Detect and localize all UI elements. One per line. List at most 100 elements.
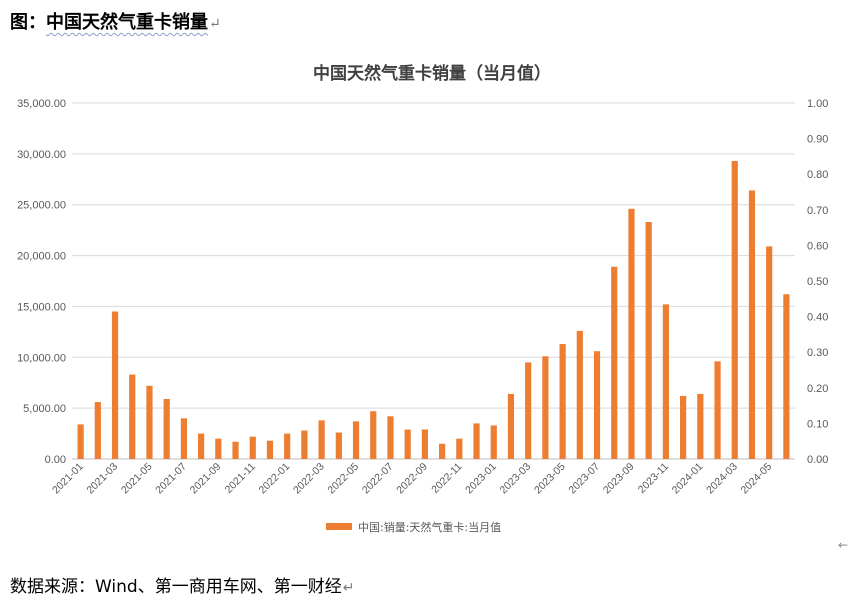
source-text: 数据来源：Wind、第一商用车网、第一财经 bbox=[10, 577, 342, 597]
x-axis-tick-label: 2021-03 bbox=[84, 461, 120, 497]
bar bbox=[404, 429, 411, 459]
right-axis-tick-label: 0.90 bbox=[807, 134, 828, 146]
left-axis-tick-label: 35,000.00 bbox=[17, 98, 66, 110]
bar bbox=[387, 416, 394, 459]
bar bbox=[421, 429, 428, 459]
bar bbox=[525, 362, 532, 459]
bar bbox=[662, 304, 669, 459]
bar bbox=[352, 421, 360, 459]
bar bbox=[559, 344, 566, 459]
bar bbox=[232, 441, 239, 459]
right-axis-tick-label: 0.10 bbox=[807, 418, 828, 430]
bar-chart: 中国天然气重卡销量（当月值） 0.00 5,000.00 10,000.00 15,0… bbox=[17, 63, 828, 534]
bar bbox=[576, 330, 583, 459]
heading-text: 中国天然气重卡销量 bbox=[46, 12, 208, 33]
left-axis-tick-label: 30,000.00 bbox=[17, 149, 66, 161]
bar bbox=[439, 443, 446, 459]
legend-swatch bbox=[326, 523, 352, 530]
bar bbox=[318, 420, 325, 459]
bar bbox=[198, 433, 205, 459]
return-mark-icon: ↵ bbox=[342, 580, 355, 596]
right-axis-tick-label: 0.40 bbox=[807, 312, 828, 324]
stray-arrow-icon: ← bbox=[838, 538, 849, 552]
bar bbox=[490, 425, 497, 459]
bar bbox=[146, 385, 153, 459]
x-axis-tick-label: 2021-07 bbox=[153, 461, 189, 497]
chart-container: 中国天然气重卡销量（当月值） 0.00 5,000.00 10,000.00 15,0… bbox=[0, 40, 850, 560]
bar bbox=[163, 398, 170, 459]
bar bbox=[593, 351, 601, 459]
x-axis-tick-label: 2021-09 bbox=[188, 461, 224, 497]
left-axis-tick-label: 20,000.00 bbox=[17, 251, 66, 263]
bar bbox=[542, 356, 549, 459]
left-axis-tick-label: 15,000.00 bbox=[17, 301, 66, 313]
bar bbox=[284, 433, 291, 459]
bar bbox=[180, 418, 187, 459]
x-axis-tick-label: 2023-01 bbox=[463, 461, 499, 497]
bar bbox=[766, 246, 773, 459]
right-axis-tick-label: 0.30 bbox=[807, 347, 828, 359]
right-axis-tick-label: 0.60 bbox=[807, 240, 828, 252]
bar bbox=[266, 440, 274, 459]
x-axis-tick-label: 2022-03 bbox=[291, 461, 327, 497]
bars bbox=[77, 160, 790, 459]
bar bbox=[697, 393, 704, 459]
right-axis-tick-label: 0.50 bbox=[807, 276, 828, 288]
bar bbox=[301, 430, 308, 459]
left-axis-tick-label: 0.00 bbox=[45, 454, 66, 466]
legend: 中国:销量:天然气重卡:当月值 bbox=[326, 520, 501, 534]
bar bbox=[748, 190, 756, 459]
gridlines bbox=[72, 102, 795, 460]
x-axis-tick-label: 2024-05 bbox=[739, 461, 775, 497]
x-axis-tick-label: 2023-05 bbox=[532, 461, 568, 497]
bar bbox=[370, 411, 377, 459]
bar bbox=[129, 374, 136, 459]
x-axis-tick-label: 2021-05 bbox=[119, 461, 155, 497]
x-axis-tick-label: 2022-05 bbox=[325, 461, 361, 497]
bar bbox=[94, 402, 101, 459]
left-axis-tick-label: 10,000.00 bbox=[17, 352, 66, 364]
right-axis-tick-label: 0.20 bbox=[807, 383, 828, 395]
x-axis-tick-label: 2024-03 bbox=[704, 461, 740, 497]
bar bbox=[111, 311, 119, 459]
bar bbox=[77, 424, 84, 459]
x-axis-tick-label: 2022-09 bbox=[394, 461, 430, 497]
source-note: 数据来源：Wind、第一商用车网、第一财经↵ bbox=[10, 572, 354, 597]
x-axis-tick-label: 2022-11 bbox=[429, 461, 464, 496]
bar bbox=[611, 266, 618, 459]
x-axis-tick-label: 2022-07 bbox=[360, 461, 396, 497]
bar bbox=[507, 393, 515, 459]
legend-label: 中国:销量:天然气重卡:当月值 bbox=[358, 520, 501, 534]
x-axis-tick-label: 2023-03 bbox=[498, 461, 534, 497]
left-axis-tick-label: 25,000.00 bbox=[17, 200, 66, 212]
bar bbox=[628, 208, 635, 459]
bar bbox=[714, 361, 721, 459]
bar bbox=[249, 436, 256, 459]
x-axis-tick-label: 2023-09 bbox=[601, 461, 637, 497]
bar bbox=[456, 438, 463, 459]
bar bbox=[645, 222, 652, 459]
right-axis-tick-label: 0.80 bbox=[807, 169, 828, 181]
right-axis-ticks: 0.00 0.10 0.20 0.30 0.40 0.50 0.60 0.70 0.80 0.90… bbox=[807, 98, 828, 466]
right-axis-tick-label: 1.00 bbox=[807, 98, 828, 110]
bar bbox=[335, 432, 342, 459]
left-axis-tick-label: 5,000.00 bbox=[23, 403, 66, 415]
bar bbox=[215, 438, 222, 459]
x-axis-tick-label: 2023-07 bbox=[566, 461, 602, 497]
bar bbox=[731, 160, 738, 459]
x-axis-tick-label: 2024-01 bbox=[670, 461, 706, 497]
heading-prefix: 图： bbox=[10, 12, 46, 33]
bar bbox=[680, 395, 687, 459]
document-heading: 图：中国天然气重卡销量↵ bbox=[10, 8, 221, 34]
x-axis-tick-label: 2021-11 bbox=[223, 461, 258, 496]
right-axis-tick-label: 0.70 bbox=[807, 205, 828, 217]
bar bbox=[473, 423, 480, 459]
x-axis-tick-label: 2023-11 bbox=[636, 461, 671, 496]
bar bbox=[783, 294, 790, 459]
x-axis-tick-label: 2022-01 bbox=[257, 461, 293, 497]
left-axis-ticks: 0.00 5,000.00 10,000.00 15,000.00 20,000.00 2… bbox=[17, 98, 66, 466]
chart-title: 中国天然气重卡销量（当月值） bbox=[313, 63, 551, 84]
return-mark-icon: ↵ bbox=[209, 16, 221, 32]
right-axis-tick-label: 0.00 bbox=[807, 454, 828, 466]
